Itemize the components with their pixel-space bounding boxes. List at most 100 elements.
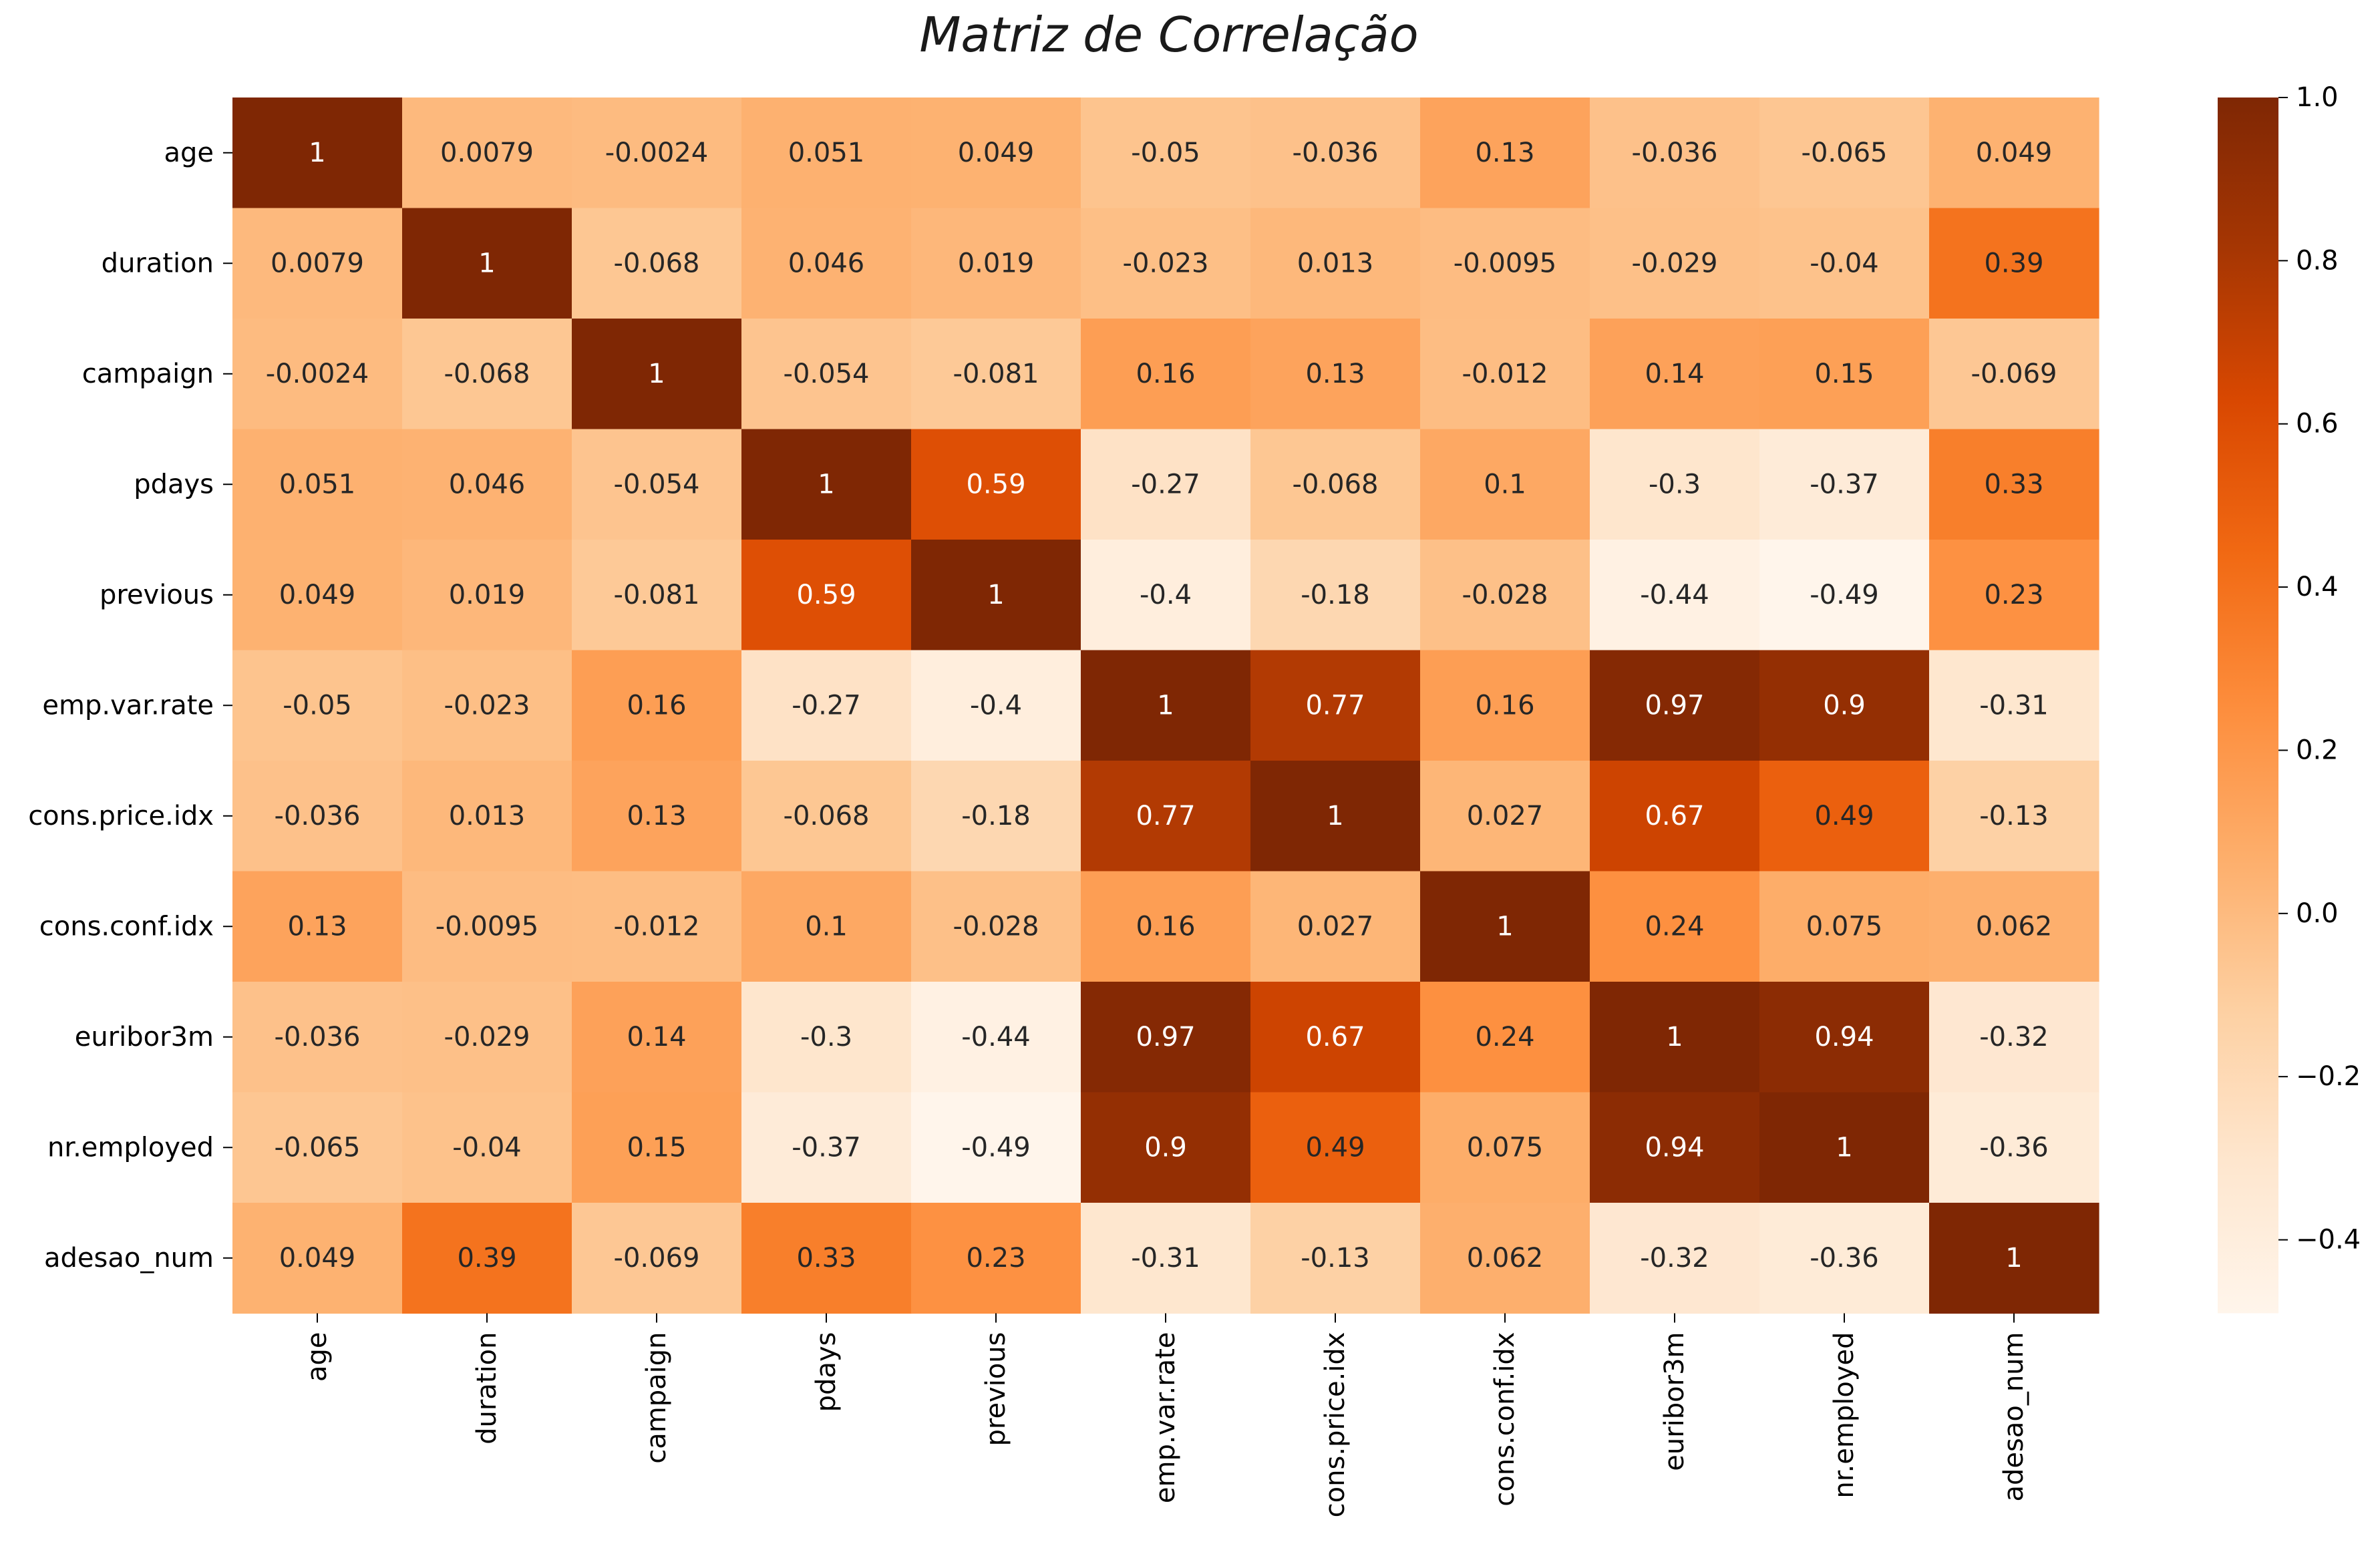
cell-value-label: -0.081 [953,359,1039,389]
heatmap-cell [1759,982,1930,1093]
cell-value-label: 0.14 [1645,359,1704,389]
heatmap-cell [1250,982,1421,1093]
cell-value-label: 0.13 [287,911,347,942]
cell-value-label: -0.37 [1810,469,1879,500]
heatmap-cell [572,319,742,430]
heatmap-cell [1929,319,2099,430]
heatmap-cell [1250,1092,1421,1203]
heatmap-cell [402,319,572,430]
heatmap-cell [911,98,1081,209]
cell-value-label: -0.44 [1640,580,1709,610]
heatmap-cell [741,871,912,982]
heatmap-cell [1759,208,1930,319]
cell-value-label: -0.023 [444,690,530,721]
heatmap-cell [1420,98,1590,209]
cell-value-label: -0.4 [1140,580,1192,610]
heatmap-cell [572,1203,742,1314]
cell-value-label: 0.59 [966,469,1025,500]
cell-value-label: 0.23 [966,1243,1025,1274]
heatmap-cell [402,208,572,319]
cell-value-label: -0.068 [784,801,870,831]
heatmap-cell [572,540,742,651]
cell-value-label: 0.16 [1136,359,1195,389]
y-tick-label: cons.conf.idx [39,911,214,942]
cell-value-label: 0.23 [1984,580,2043,610]
heatmap-cell [1590,429,1760,540]
cell-value-label: 0.49 [1814,801,1874,831]
heatmap-cell [1420,650,1590,761]
cell-value-label: 0.13 [1475,138,1534,168]
heatmap-cell [1759,1092,1930,1203]
heatmap-cell [1929,761,2099,872]
y-axis: age duration campaign pdays previous emp.var.… [28,138,232,1274]
x-tick-label: emp.var.rate [1150,1332,1181,1504]
cell-value-label: 0.062 [1467,1243,1544,1274]
colorbar-tick-label: −0.4 [2296,1225,2361,1256]
cell-value-label: -0.054 [784,359,870,389]
heatmap-cell [1420,871,1590,982]
heatmap-cell [1759,98,1930,209]
cell-value-label: -0.029 [444,1022,530,1052]
heatmap-cell [1590,761,1760,872]
heatmap-cell [1081,319,1251,430]
heatmap-cell [232,429,403,540]
y-tick-label: pdays [134,469,214,500]
cell-value-label: 0.075 [1806,911,1883,942]
x-axis: age duration campaign pdays previous emp.var.… [302,1313,2029,1517]
cell-value-label: 0.027 [1297,911,1374,942]
cell-value-label: 0.046 [788,248,865,278]
heatmap-cell [911,1203,1081,1314]
cell-value-label: 1 [1327,801,1343,831]
heatmap-cell [1590,1092,1760,1203]
cell-value-label: 0.39 [457,1243,516,1274]
cell-value-label: -0.029 [1632,248,1718,278]
cell-value-label: 0.13 [627,801,686,831]
colorbar-tick-label: −0.2 [2296,1061,2361,1092]
cell-value-label: 0.24 [1645,911,1704,942]
heatmap-cell [402,1092,572,1203]
cell-value-label: -0.065 [1802,138,1888,168]
cell-value-label: 0.019 [958,248,1035,278]
cell-value-label: -0.32 [1640,1243,1709,1274]
heatmap-cell [572,871,742,982]
cell-value-label: 0.67 [1305,1022,1365,1052]
cell-value-label: 0.24 [1475,1022,1534,1052]
cell-value-label: -0.36 [1810,1243,1879,1274]
cell-value-label: 1 [1836,1132,1852,1163]
heatmap-cell [1929,650,2099,761]
cell-value-label: -0.068 [1293,469,1379,500]
heatmap-cell [741,540,912,651]
heatmap-cell [232,871,403,982]
heatmap-cell [741,208,912,319]
heatmap-cell [402,982,572,1093]
cell-value-label: 0.046 [449,469,526,500]
x-tick-label: adesao_num [1999,1332,2029,1502]
heatmap-cell [402,650,572,761]
heatmap-cell [1420,982,1590,1093]
heatmap-cell [1250,871,1421,982]
heatmap-cell [1929,982,2099,1093]
cell-value-label: -0.068 [614,248,700,278]
cell-value-label: 0.9 [1144,1132,1187,1163]
cell-value-label: -0.069 [614,1243,700,1274]
x-tick-label: duration [472,1332,502,1444]
cell-value-label: 0.019 [449,580,526,610]
cell-value-label: 0.15 [627,1132,686,1163]
cell-value-label: 0.67 [1645,801,1704,831]
heatmap-cell [1081,1092,1251,1203]
heatmap-cell [232,1203,403,1314]
heatmap-cell [572,1092,742,1203]
heatmap-cell-labels: 1 0.0079 -0.0024 0.051 0.049 -0.05 -0.036 0.13 -… [266,138,2057,1274]
colorbar-gradient [2218,98,2278,1314]
cell-value-label: 0.13 [1305,359,1365,389]
cell-value-label: 0.9 [1823,690,1866,721]
cell-value-label: 0.049 [279,580,356,610]
heatmap-cell [1590,650,1760,761]
heatmap-cell [1081,540,1251,651]
cell-value-label: 0.013 [449,801,526,831]
x-tick-label: euribor3m [1659,1332,1690,1471]
heatmap-cell [232,1092,403,1203]
colorbar-tick-label: 0.0 [2296,898,2339,929]
heatmap-cell [1250,1203,1421,1314]
x-tick-label: nr.employed [1829,1332,1860,1499]
